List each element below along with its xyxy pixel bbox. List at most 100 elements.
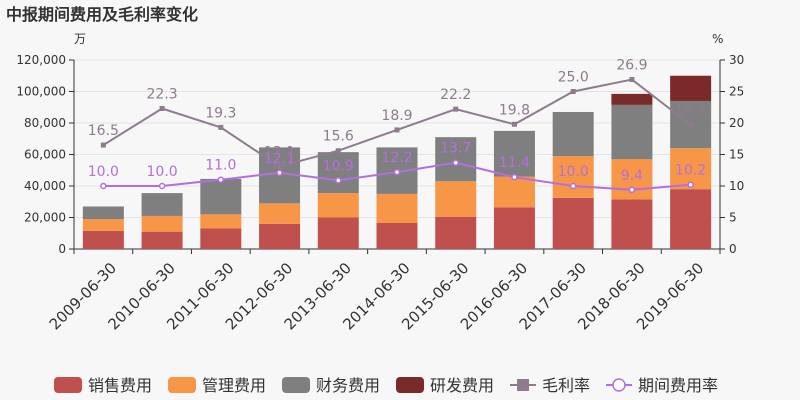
right-axis-tick-label: 25 bbox=[729, 85, 744, 99]
right-axis-tick-label: 10 bbox=[729, 179, 744, 193]
right-axis-tick-label: 0 bbox=[729, 242, 737, 256]
axes: 0 20,000 40,000 60,000 80,000 100,000 120,000 0… bbox=[16, 53, 744, 333]
data-point-marker bbox=[158, 182, 166, 190]
data-label: 13.7 bbox=[440, 141, 471, 157]
data-point-marker bbox=[393, 168, 401, 176]
data-label: 10.0 bbox=[147, 164, 178, 180]
bar-segment bbox=[82, 219, 124, 231]
data-label: 11.0 bbox=[205, 158, 236, 174]
data-point-marker bbox=[394, 127, 400, 133]
data-point-marker bbox=[217, 176, 225, 183]
left-axis-tick-label: 100,000 bbox=[16, 85, 66, 99]
legend-item[interactable]: 期间费用率 bbox=[606, 376, 718, 395]
data-point-marker bbox=[100, 142, 106, 148]
left-axis-tick-label: 40,000 bbox=[24, 179, 66, 193]
bar-segment bbox=[259, 223, 301, 249]
right-axis-tick-label: 5 bbox=[729, 211, 737, 225]
legend-item[interactable]: 研发费用 bbox=[396, 376, 494, 395]
data-point-marker bbox=[335, 148, 341, 154]
bar-segment bbox=[259, 203, 301, 224]
data-point-marker bbox=[452, 159, 459, 166]
data-label: 18.9 bbox=[381, 108, 412, 124]
data-label: 22.3 bbox=[147, 87, 178, 103]
bar-segment bbox=[611, 93, 653, 105]
bar-segment bbox=[317, 193, 359, 218]
bar-segment bbox=[141, 193, 183, 216]
legend-swatch bbox=[282, 377, 310, 393]
data-label: 10.0 bbox=[558, 164, 589, 180]
bar-segment bbox=[435, 181, 477, 217]
bar-segment bbox=[317, 217, 359, 249]
chart-title: 中报期间费用及毛利率变化 bbox=[6, 5, 198, 24]
data-point-marker bbox=[218, 124, 224, 130]
data-point-marker bbox=[100, 182, 107, 190]
bar-segment bbox=[670, 189, 712, 249]
legend-label: 财务费用 bbox=[316, 376, 380, 395]
bar-segment bbox=[200, 228, 242, 249]
legend-label: 销售费用 bbox=[88, 376, 152, 395]
data-point-marker bbox=[687, 181, 694, 188]
bar-segment bbox=[552, 111, 594, 157]
left-axis-tick-label: 120,000 bbox=[16, 53, 66, 67]
data-label: 26.9 bbox=[616, 58, 647, 74]
data-point-marker bbox=[628, 186, 636, 194]
data-point-marker bbox=[335, 177, 342, 184]
data-label: 12.1 bbox=[264, 151, 295, 167]
data-point-marker bbox=[570, 89, 576, 94]
data-label: 19.8 bbox=[499, 102, 530, 118]
legend-marker bbox=[517, 379, 529, 391]
left-axis-tick-label: 60,000 bbox=[24, 148, 66, 162]
legend-label: 管理费用 bbox=[202, 376, 266, 395]
data-label: 9.4 bbox=[621, 168, 643, 184]
data-label: 15.6 bbox=[323, 129, 354, 145]
data-label: 10.2 bbox=[675, 163, 706, 179]
legend-label: 研发费用 bbox=[430, 376, 494, 395]
data-point-marker bbox=[453, 106, 459, 112]
data-label: 25.0 bbox=[558, 70, 589, 86]
bar-series bbox=[82, 75, 712, 249]
data-point-marker bbox=[511, 121, 517, 127]
left-axis-unit: 万 bbox=[74, 32, 86, 46]
legend-label: 毛利率 bbox=[542, 376, 590, 395]
data-point-marker bbox=[569, 182, 577, 190]
data-label: 12.2 bbox=[381, 150, 412, 166]
legend-marker bbox=[612, 378, 626, 392]
bar-segment bbox=[200, 214, 242, 229]
data-label: 19.3 bbox=[205, 105, 236, 121]
legend-item[interactable]: 销售费用 bbox=[54, 376, 152, 395]
data-point-marker bbox=[159, 106, 165, 112]
legend-item[interactable]: 毛利率 bbox=[510, 376, 590, 395]
bar-segment bbox=[376, 193, 418, 224]
legend-swatch bbox=[54, 377, 82, 393]
bar-segment bbox=[493, 130, 535, 177]
data-point-marker bbox=[629, 77, 635, 83]
right-axis-tick-label: 30 bbox=[729, 53, 744, 67]
bar-segment bbox=[141, 215, 183, 232]
bar-segment bbox=[317, 152, 359, 194]
data-label: 11.4 bbox=[499, 155, 530, 171]
data-label: 10.0 bbox=[88, 164, 119, 180]
bar-segment bbox=[493, 207, 535, 249]
legend: 销售费用 管理费用 财务费用 研发费用 毛利率 期间费用率 bbox=[54, 376, 718, 395]
data-labels: 16.5 22.3 19.3 13.1 15.6 18.9 22.2 19.8 25.0 26.9… bbox=[88, 58, 706, 184]
legend-item[interactable]: 管理费用 bbox=[168, 376, 266, 395]
data-point-marker bbox=[688, 122, 694, 128]
bar-segment bbox=[82, 206, 124, 220]
data-point-marker bbox=[277, 163, 283, 169]
bar-segment bbox=[670, 75, 712, 101]
legend-item[interactable]: 财务费用 bbox=[282, 376, 380, 395]
bar-segment bbox=[552, 156, 594, 198]
left-axis-tick-label: 0 bbox=[58, 242, 66, 256]
bar-segment bbox=[435, 216, 477, 249]
legend-swatch bbox=[168, 377, 196, 393]
bar-segment bbox=[611, 199, 653, 249]
data-label: 22.2 bbox=[440, 87, 471, 103]
right-axis-unit: % bbox=[712, 32, 723, 46]
data-label: 10.9 bbox=[323, 158, 354, 174]
line-series bbox=[100, 77, 694, 194]
data-label: 19.7 bbox=[675, 103, 706, 119]
bar-segment bbox=[435, 137, 477, 182]
legend-swatch bbox=[396, 377, 424, 393]
